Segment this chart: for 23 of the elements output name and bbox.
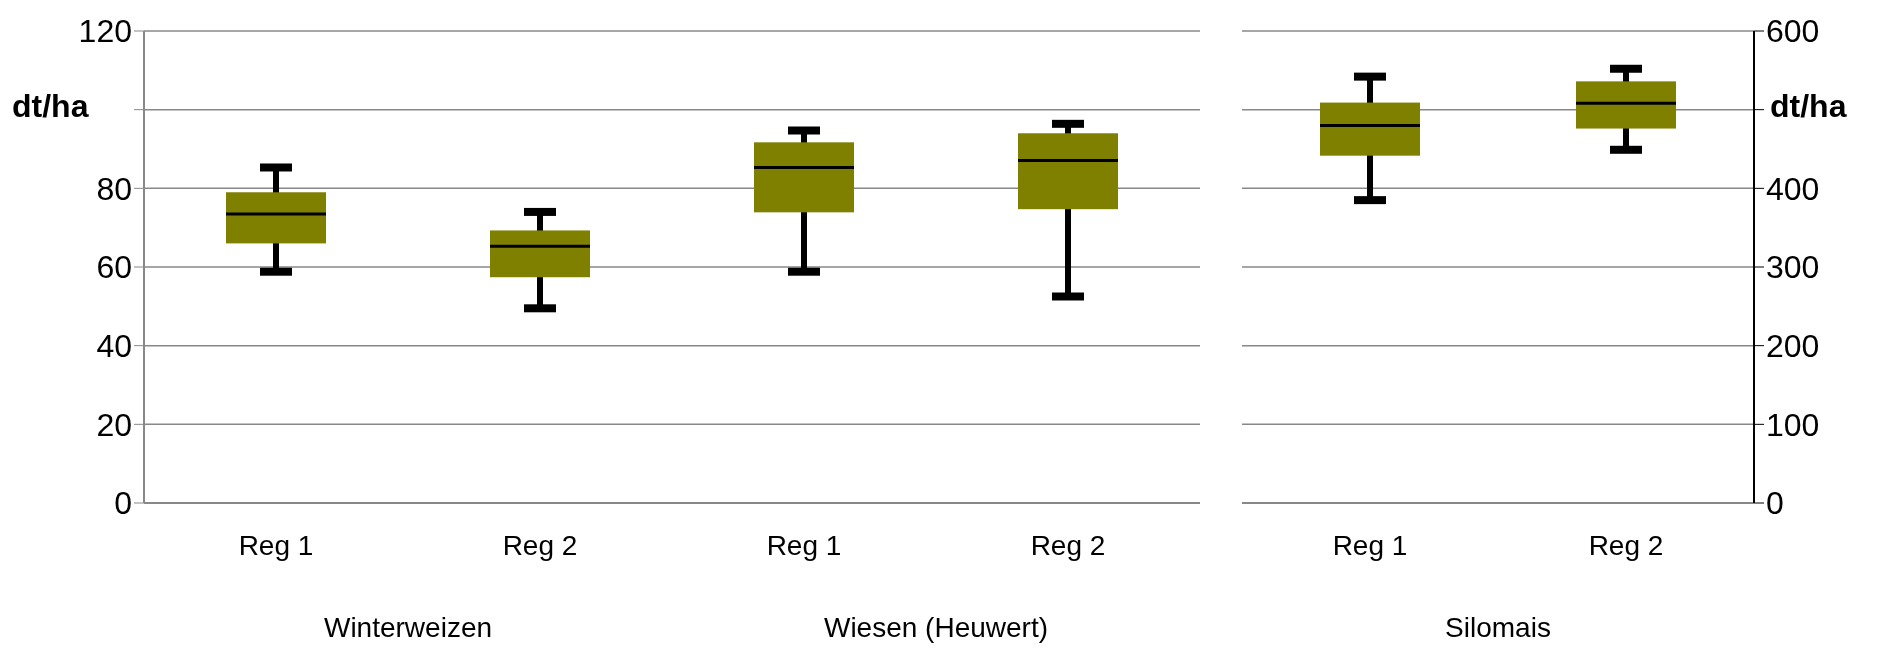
- x-tick-label: Reg 1: [1332, 530, 1408, 561]
- x-tick-label: Reg 2: [1588, 530, 1664, 561]
- x-axis-title: Silomais: [1444, 612, 1552, 644]
- y-tick-label: 80: [96, 170, 132, 207]
- y-tick-label: 0: [114, 485, 132, 522]
- x-tick-label: Reg 2: [1030, 530, 1106, 561]
- y-axis-title: dt/ha: [12, 88, 89, 125]
- x-tick-label: Reg 1: [766, 530, 842, 561]
- text: Wiesen (Heuwert): [822, 612, 1050, 644]
- y2-tick-label: 600: [1766, 13, 1820, 50]
- y2-tick-label: 300: [1766, 249, 1820, 286]
- y2-axis-title: dt/ha: [1770, 88, 1847, 125]
- y-tick-label: 60: [96, 249, 132, 286]
- text: Winterweizen: [322, 612, 494, 644]
- y-tick-label: 40: [96, 328, 132, 365]
- y2-tick-label: 400: [1766, 170, 1820, 207]
- y2-tick-label: 200: [1766, 328, 1820, 365]
- y2-tick-label: 100: [1766, 406, 1820, 443]
- y-tick-label: 120: [78, 13, 132, 50]
- x-tick-label: Reg 1: [238, 530, 314, 561]
- y2-tick-label: 0: [1766, 485, 1784, 522]
- y-tick-label: 20: [96, 406, 132, 443]
- x-tick-label: Reg 2: [502, 530, 578, 561]
